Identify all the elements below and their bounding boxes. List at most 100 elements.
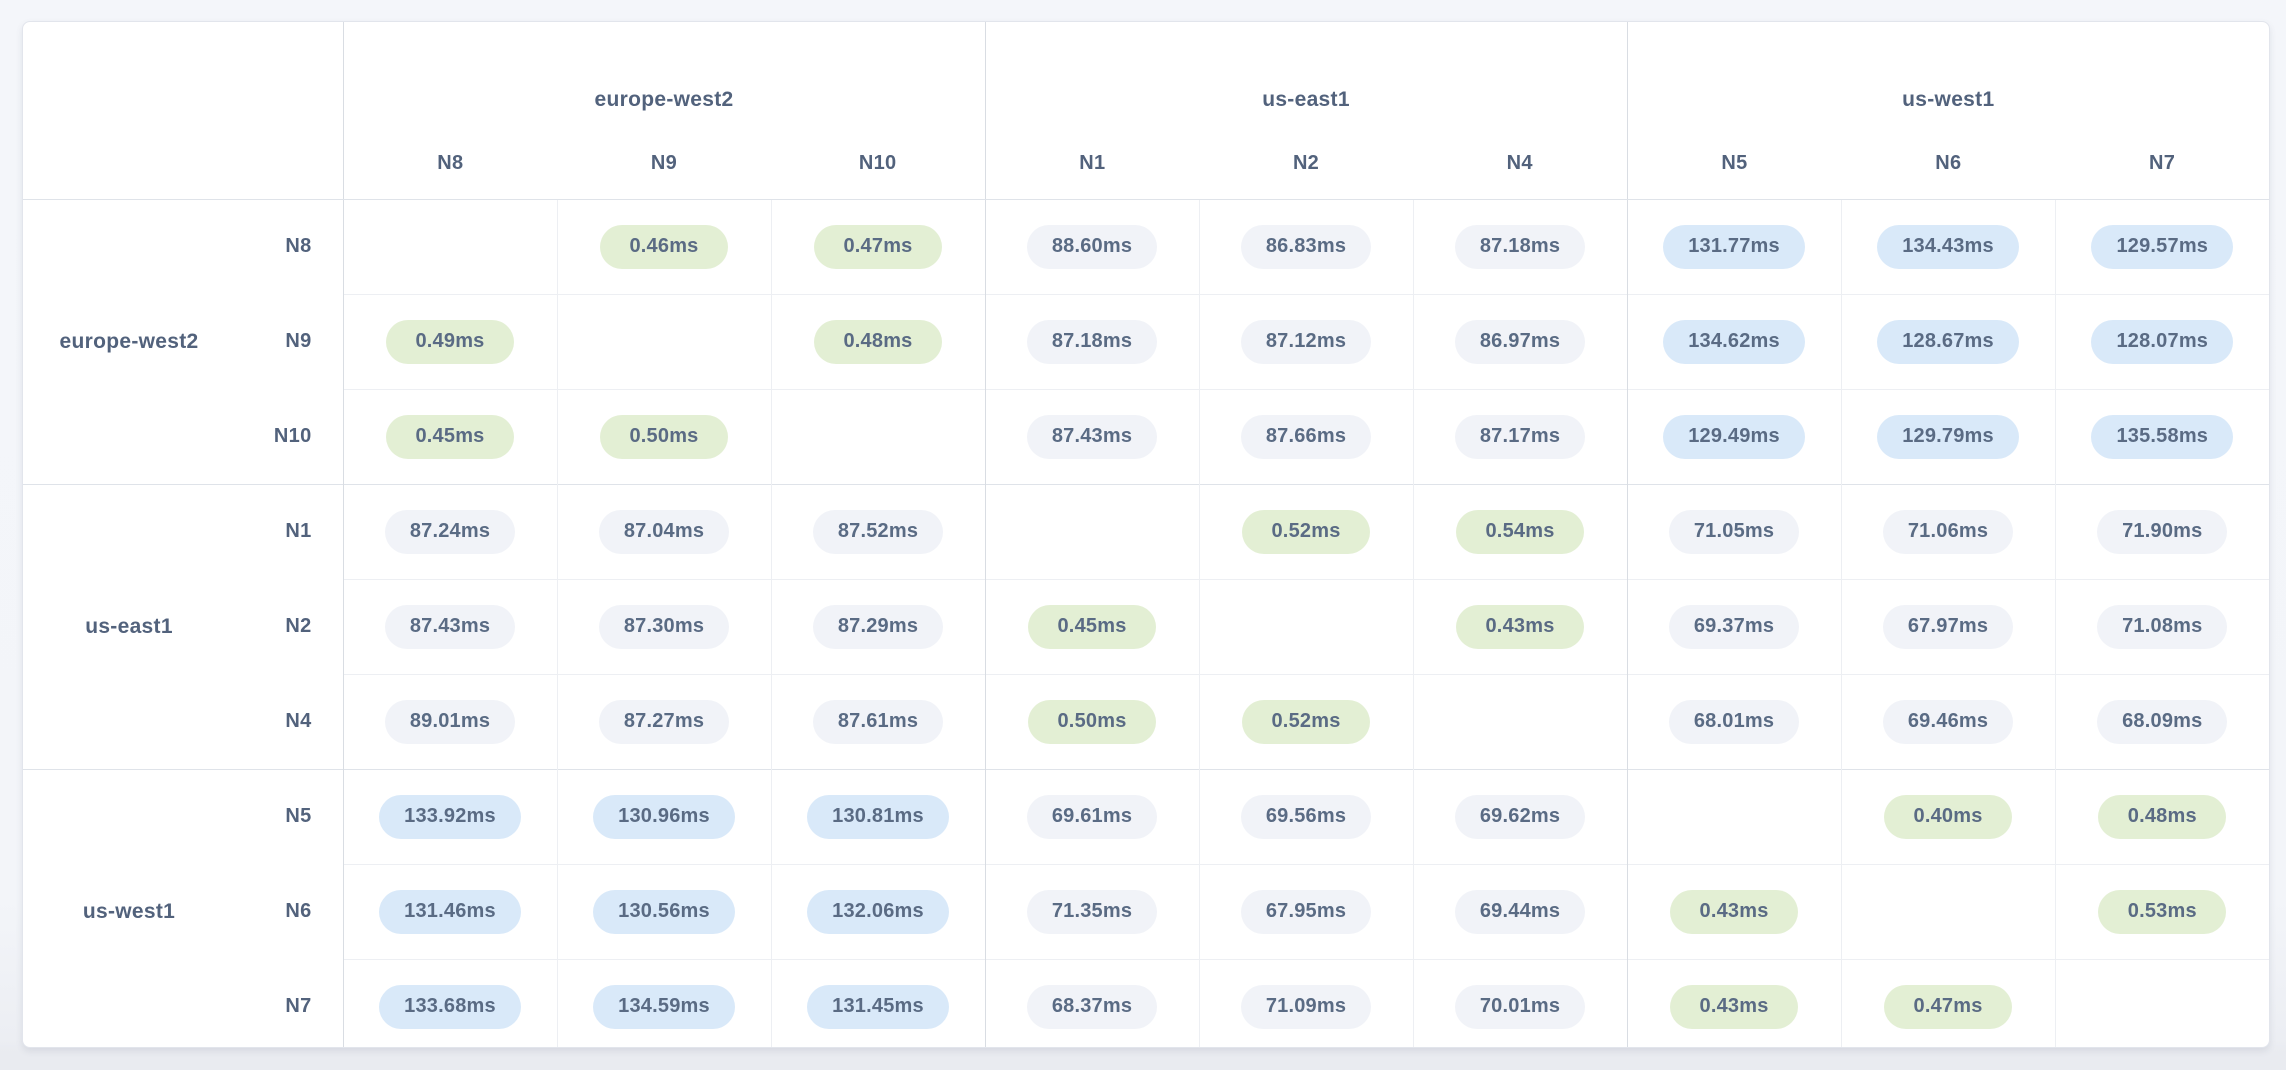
latency-pill[interactable]: 130.96ms (593, 794, 735, 839)
latency-pill[interactable]: 88.60ms (1026, 224, 1158, 269)
latency-pill[interactable]: 0.43ms (1670, 889, 1799, 934)
latency-pill[interactable]: 0.49ms (386, 319, 514, 364)
latency-pill[interactable]: 133.68ms (379, 984, 521, 1029)
latency-pill[interactable]: 0.43ms (1456, 604, 1585, 649)
latency-pill[interactable]: 0.47ms (1884, 984, 2013, 1029)
matrix-row-N5: us-west1 N5 133.92ms 130.96ms 130.81ms 69.61m… (23, 768, 2269, 1047)
latency-pill[interactable]: 87.30ms (598, 604, 730, 649)
latency-pill[interactable]: 0.40ms (1884, 794, 2013, 839)
latency-cell: 0.50ms (556, 388, 771, 484)
latency-pill[interactable]: 87.43ms (1026, 414, 1158, 459)
latency-pill[interactable]: 87.66ms (1240, 414, 1372, 459)
latency-pill[interactable]: 134.43ms (1877, 224, 2019, 269)
latency-cell: 69.61ms (984, 768, 1200, 864)
latency-pill[interactable]: 130.56ms (593, 889, 735, 934)
latency-pill[interactable]: 86.83ms (1240, 224, 1372, 269)
latency-cell: 71.35ms (984, 863, 1200, 959)
latency-pill[interactable]: 0.45ms (1028, 604, 1157, 649)
latency-cell: 0.40ms (1840, 768, 2056, 864)
latency-pill[interactable]: 133.92ms (379, 794, 521, 839)
latency-pill[interactable]: 134.62ms (1663, 319, 1805, 364)
latency-pill[interactable]: 87.52ms (812, 509, 944, 554)
latency-cell: 130.56ms (556, 863, 771, 959)
latency-pill[interactable]: 87.29ms (812, 604, 944, 649)
latency-cell (2054, 958, 2269, 1047)
latency-pill[interactable]: 87.24ms (384, 509, 516, 554)
latency-pill[interactable]: 69.62ms (1454, 794, 1586, 839)
row-node-label: N1 (235, 483, 344, 579)
latency-cell (1198, 578, 1414, 674)
latency-cell: 129.79ms (1840, 388, 2056, 484)
latency-pill[interactable]: 135.58ms (2091, 414, 2234, 459)
latency-pill[interactable]: 71.06ms (1882, 509, 2014, 554)
latency-pill[interactable]: 129.57ms (2091, 224, 2234, 269)
latency-pill[interactable]: 71.05ms (1668, 509, 1800, 554)
latency-pill[interactable]: 67.95ms (1240, 889, 1372, 934)
latency-pill[interactable]: 71.09ms (1240, 984, 1372, 1029)
latency-pill[interactable]: 87.18ms (1026, 319, 1158, 364)
latency-cell: 128.67ms (1840, 293, 2056, 389)
latency-pill[interactable]: 69.56ms (1240, 794, 1372, 839)
latency-pill[interactable]: 87.61ms (812, 699, 944, 744)
latency-pill[interactable]: 131.45ms (807, 984, 949, 1029)
latency-pill[interactable]: 131.46ms (379, 889, 521, 934)
matrix-row-N4: N4 89.01ms 87.27ms 87.61ms 0.50ms 0.52ms 68.01… (23, 673, 2269, 769)
latency-pill[interactable]: 0.47ms (814, 224, 942, 269)
latency-pill[interactable]: 129.49ms (1663, 414, 1805, 459)
latency-cell: 87.04ms (556, 483, 771, 579)
latency-pill[interactable]: 71.90ms (2097, 509, 2228, 554)
latency-pill[interactable]: 128.67ms (1877, 319, 2019, 364)
latency-cell: 69.62ms (1412, 768, 1628, 864)
latency-pill[interactable]: 71.35ms (1026, 889, 1158, 934)
latency-pill[interactable]: 69.61ms (1026, 794, 1158, 839)
latency-pill[interactable]: 87.12ms (1240, 319, 1372, 364)
col-node-label: N7 (2149, 152, 2176, 174)
latency-cell: 133.92ms (342, 768, 557, 864)
latency-pill[interactable]: 131.77ms (1663, 224, 1805, 269)
latency-pill[interactable]: 129.79ms (1877, 414, 2019, 459)
latency-pill[interactable]: 0.52ms (1242, 699, 1371, 744)
matrix-header: europe-west2 N8 N9 N10 us-east1 N1 N2 N4 us-west… (23, 22, 2269, 200)
latency-pill[interactable]: 0.54ms (1456, 509, 1585, 554)
latency-pill[interactable]: 69.44ms (1454, 889, 1586, 934)
latency-cell: 133.68ms (342, 958, 557, 1047)
latency-cell: 132.06ms (770, 863, 986, 959)
latency-cell: 130.81ms (770, 768, 986, 864)
latency-pill[interactable]: 132.06ms (807, 889, 949, 934)
latency-cell: 87.43ms (342, 578, 557, 674)
latency-pill[interactable]: 128.07ms (2091, 319, 2234, 364)
latency-pill[interactable]: 0.50ms (1028, 699, 1157, 744)
latency-pill[interactable]: 68.01ms (1668, 699, 1800, 744)
latency-cell: 71.06ms (1840, 483, 2056, 579)
latency-cell (1840, 863, 2056, 959)
latency-pill[interactable]: 68.37ms (1026, 984, 1158, 1029)
latency-pill[interactable]: 0.53ms (2098, 889, 2227, 934)
latency-pill[interactable]: 71.08ms (2097, 604, 2228, 649)
latency-pill[interactable]: 87.43ms (384, 604, 516, 649)
latency-pill[interactable]: 87.17ms (1454, 414, 1586, 459)
latency-pill[interactable]: 69.37ms (1668, 604, 1800, 649)
latency-cell: 68.01ms (1626, 673, 1842, 769)
latency-pill[interactable]: 86.97ms (1454, 319, 1586, 364)
latency-pill[interactable]: 134.59ms (593, 984, 735, 1029)
latency-pill[interactable]: 69.46ms (1882, 699, 2014, 744)
row-node-label: N6 (235, 864, 344, 959)
latency-pill[interactable]: 0.50ms (600, 414, 728, 459)
latency-pill[interactable]: 68.09ms (2097, 699, 2228, 744)
latency-cell (984, 483, 1200, 579)
latency-pill[interactable]: 130.81ms (807, 794, 949, 839)
latency-pill[interactable]: 67.97ms (1882, 604, 2014, 649)
latency-pill[interactable]: 0.48ms (814, 319, 942, 364)
latency-pill[interactable]: 0.52ms (1242, 509, 1371, 554)
latency-pill[interactable]: 0.48ms (2098, 794, 2227, 839)
latency-pill[interactable]: 87.18ms (1454, 224, 1586, 269)
latency-pill[interactable]: 0.46ms (600, 224, 728, 269)
latency-pill[interactable]: 70.01ms (1454, 984, 1586, 1029)
latency-pill[interactable]: 87.04ms (598, 509, 730, 554)
latency-pill[interactable]: 89.01ms (384, 699, 516, 744)
latency-pill[interactable]: 0.45ms (386, 414, 514, 459)
latency-cell: 87.24ms (342, 483, 557, 579)
latency-pill[interactable]: 0.43ms (1670, 984, 1799, 1029)
latency-pill[interactable]: 87.27ms (598, 699, 730, 744)
col-group-region-label: europe-west2 (594, 88, 734, 111)
